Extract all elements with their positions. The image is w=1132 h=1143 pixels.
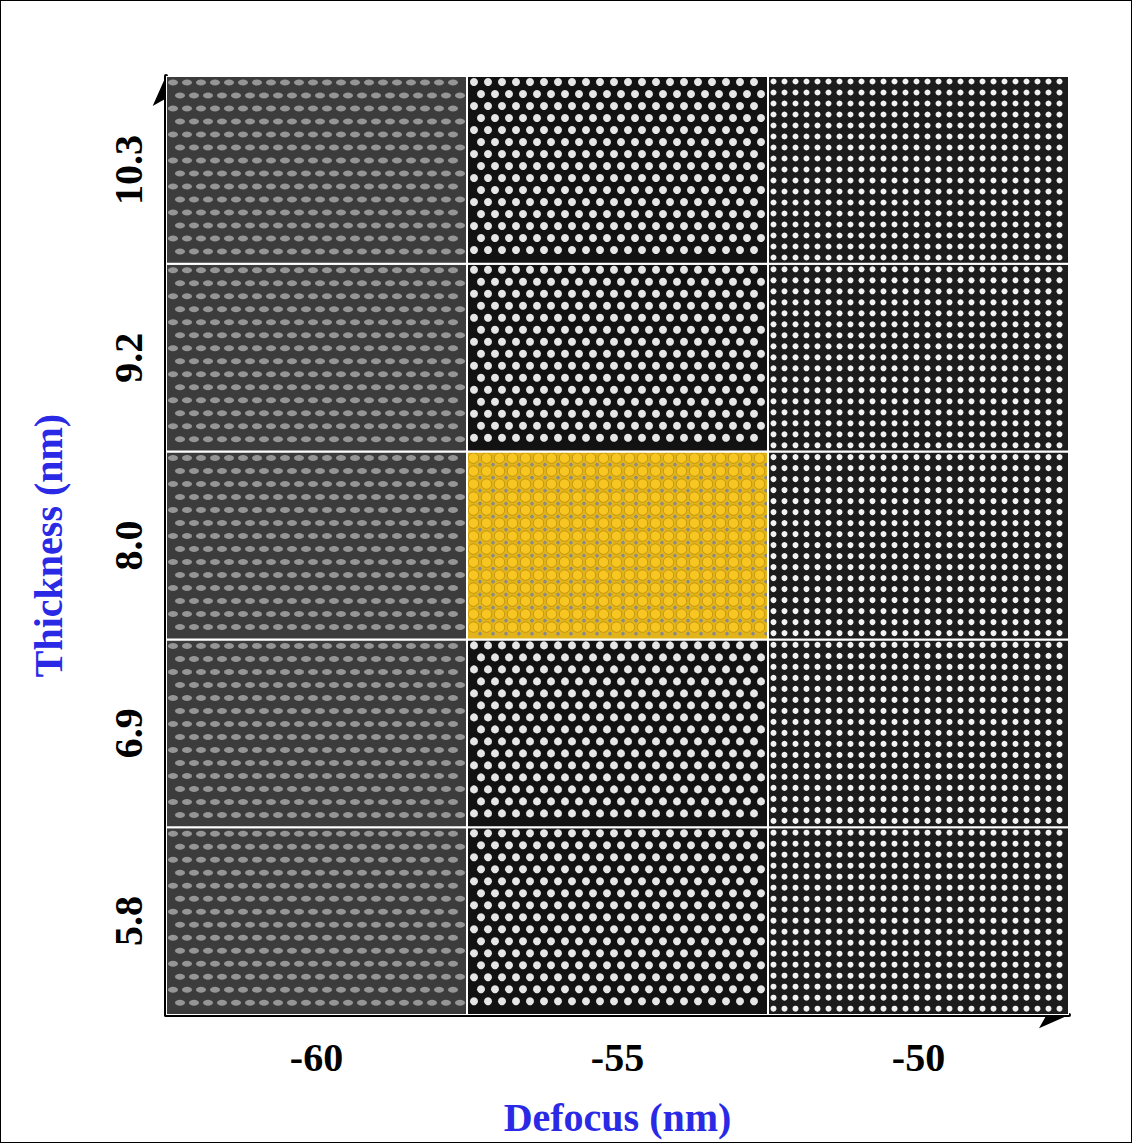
svg-text:Defocus (nm): Defocus (nm)	[504, 1095, 732, 1140]
svg-text:10.3: 10.3	[106, 135, 151, 205]
svg-text:-50: -50	[892, 1035, 945, 1080]
svg-text:6.9: 6.9	[106, 708, 151, 758]
svg-text:Thickness (nm): Thickness (nm)	[26, 414, 71, 677]
svg-text:9.2: 9.2	[106, 333, 151, 383]
svg-text:-60: -60	[290, 1035, 343, 1080]
svg-text:8.0: 8.0	[106, 521, 151, 571]
svg-text:5.8: 5.8	[106, 896, 151, 946]
svg-text:-55: -55	[591, 1035, 644, 1080]
